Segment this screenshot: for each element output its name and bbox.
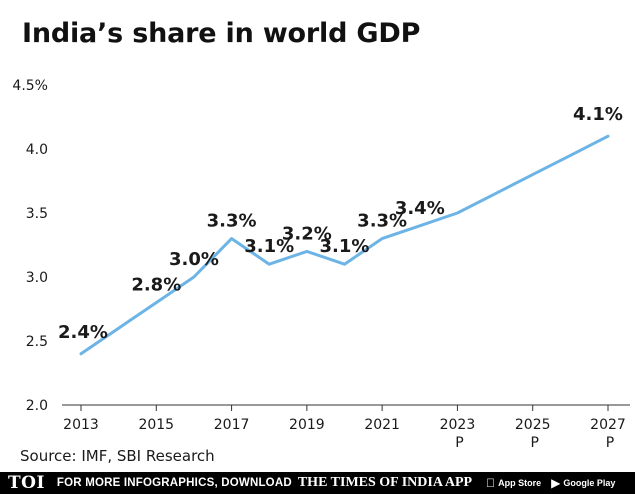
x-tick-sublabel-5: P xyxy=(455,435,463,451)
data-label-2013: 2.4% xyxy=(58,322,108,343)
y-tick-label-0: 2.0 xyxy=(26,398,48,414)
gdp-share-line xyxy=(79,134,610,356)
data-label-2015: 2.8% xyxy=(131,275,181,296)
play-icon: ▶ xyxy=(542,476,560,490)
data-label-2017: 3.3% xyxy=(207,211,257,232)
data-label-2021: 3.3% xyxy=(357,211,407,232)
y-axis-tick-labels: 2.0 2.5 3.0 3.5 4.0 4.5% xyxy=(12,78,48,414)
data-label-2016: 3.0% xyxy=(169,249,219,270)
y-tick-label-2: 3.0 xyxy=(26,270,48,286)
x-tick-label-3: 2019 xyxy=(289,417,325,433)
line-chart: 2.0 2.5 3.0 3.5 4.0 4.5% 2013 2015 2017 2019 2021… xyxy=(12,78,630,451)
x-tick-label-4: 2021 xyxy=(364,417,400,433)
data-label-2027: 4.1% xyxy=(573,104,623,125)
x-tick-label-7: 2027 xyxy=(590,417,626,433)
x-tick-label-1: 2015 xyxy=(138,417,174,433)
footer-brand-text[interactable]: THE TIMES OF INDIA APP xyxy=(297,475,473,490)
x-tick-sublabel-6: P xyxy=(530,435,538,451)
x-tick-label-6: 2025 xyxy=(515,417,551,433)
x-tick-label-5: 2023 xyxy=(440,417,476,433)
chart-title: India’s share in world GDP xyxy=(22,18,421,49)
y-tick-label-1: 2.5 xyxy=(26,334,48,350)
x-tick-label-0: 2013 xyxy=(63,417,99,433)
google-play-label: Google Play xyxy=(554,478,615,488)
x-axis-ticks: 2013 2015 2017 2019 2021 2023 P 2025 P 2027 P xyxy=(63,405,626,451)
footer-bar: TOI FOR MORE INFOGRAPHICS, DOWNLOAD THE … xyxy=(0,472,635,494)
data-label-2020: 3.1% xyxy=(320,236,370,257)
x-tick-label-2: 2017 xyxy=(214,417,250,433)
data-labels: 2.4%2.8%3.0%3.3%3.1%3.2%3.1%3.3%3.4%4.1% xyxy=(58,104,623,343)
toi-logo: TOI xyxy=(8,473,45,493)
app-store-label: App Store xyxy=(489,478,541,488)
app-store-badge[interactable]:  App Store xyxy=(486,476,541,490)
y-tick-label-4: 4.0 xyxy=(26,142,48,158)
footer-cta-text: FOR MORE INFOGRAPHICS, DOWNLOAD xyxy=(56,477,292,489)
apple-icon:  xyxy=(486,476,495,490)
source-note: Source: IMF, SBI Research xyxy=(20,447,215,465)
data-label-2019: 3.2% xyxy=(282,223,332,244)
y-tick-label-3: 3.5 xyxy=(26,206,48,222)
google-play-badge[interactable]: ▶ Google Play xyxy=(551,476,615,490)
x-tick-sublabel-7: P xyxy=(606,435,614,451)
y-tick-label-5: 4.5% xyxy=(12,78,48,94)
data-label-2018: 3.1% xyxy=(244,236,294,257)
data-label-2022: 3.4% xyxy=(395,198,445,219)
